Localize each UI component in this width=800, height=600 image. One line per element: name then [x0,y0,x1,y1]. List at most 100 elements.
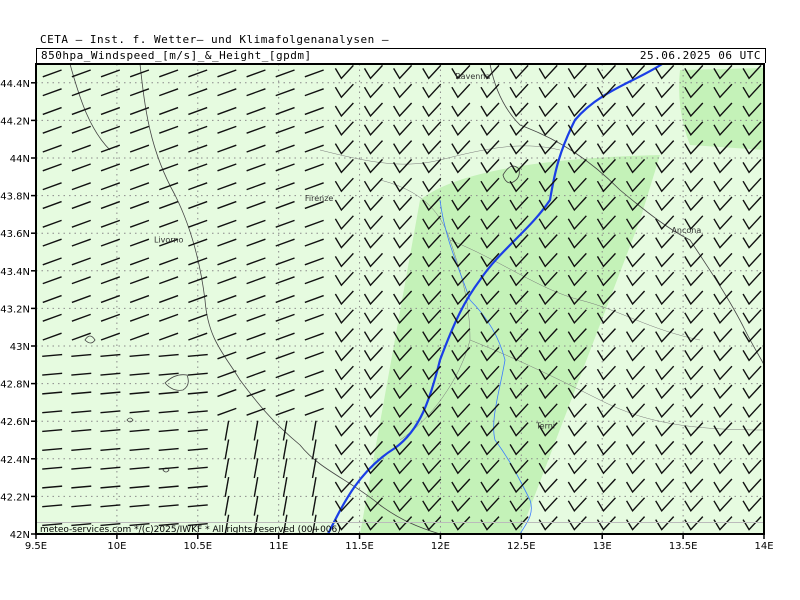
wind-barb [509,215,529,230]
wind-barb [422,290,442,306]
wind-barb [684,365,704,381]
wind-barb [304,257,324,266]
wind-barb [567,478,587,494]
wind-barb [188,294,208,304]
wind-barb [158,410,179,414]
wind-barb [538,365,558,381]
wind-barb [538,177,558,193]
wind-barb [253,495,259,516]
wind-barb [684,497,704,512]
wind-barb [217,182,237,191]
wind-barb [393,290,413,306]
wind-barb [187,372,208,376]
wind-barb [129,353,150,357]
wind-barb [538,252,558,268]
wind-barb [451,309,471,324]
wind-barb [480,328,500,343]
wind-barb [538,497,558,512]
wind-barb [187,410,208,414]
wind-barb [567,384,587,400]
wind-barb [217,163,237,172]
wind-barb [655,64,675,80]
wind-barb [363,158,384,174]
wind-barb [422,309,442,324]
wind-barb [42,294,62,304]
wind-barb [625,215,646,230]
wind-barb [625,121,646,136]
wind-barb [334,422,354,437]
wind-barb [655,346,675,362]
wind-barb [42,144,62,153]
wind-barb [509,497,529,512]
wind-barb [596,478,616,494]
wind-barb [713,384,733,400]
wind-barb [684,196,704,212]
wind-barb [596,497,616,512]
wind-barb [480,403,500,418]
wind-barb [129,447,150,451]
wind-barb [246,163,266,172]
wind-barb [596,196,616,212]
wind-barb [217,370,237,379]
wind-barb [655,403,675,418]
wind-barb [334,497,354,512]
wind-barb [311,420,317,441]
wind-barb [304,182,324,191]
wind-barb [451,215,471,230]
y-tick-label: 43.4N [0,267,30,278]
wind-barb [311,495,317,516]
wind-barb [100,504,121,508]
wind-barb [509,196,529,212]
wind-barb [625,140,646,155]
wind-barb [334,158,354,174]
wind-barb [655,328,675,343]
wind-barb [625,365,646,381]
wind-barb [246,219,266,228]
wind-barb [188,163,208,172]
wind-barb [684,290,704,306]
wind-barb [480,440,500,456]
wind-barb [742,346,762,362]
wind-barb [742,252,762,268]
wind-barb [100,485,121,489]
wind-barb [129,313,150,322]
wind-barb [713,234,733,249]
wind-barb [625,384,646,400]
wind-barb [742,403,762,418]
wind-barb [567,64,587,80]
wind-barb [334,271,354,287]
wind-barb [713,440,733,456]
wind-barb [509,422,529,437]
wind-barb [596,328,616,343]
wind-barb [71,372,92,376]
wind-barb [713,290,733,306]
wind-barb [509,121,529,136]
wind-barb [334,234,354,249]
wind-barb [129,69,150,78]
wind-barb [713,140,733,155]
wind-barb [713,309,733,324]
wind-barb [363,271,384,287]
wind-barb [655,459,675,475]
wind-barb [451,403,471,418]
wind-barb [334,121,354,136]
y-tick-label: 43.8N [0,192,30,203]
wind-barb [363,196,384,212]
wind-barb [311,477,317,497]
wind-barb [509,346,529,362]
wind-barb [217,125,237,134]
wind-barb [480,290,500,306]
wind-barb [509,234,529,249]
wind-barb [625,64,646,80]
wind-barb [159,125,179,134]
wind-barb [363,234,384,249]
longitude-ticks: 9.5E 10E 10.5E 11E 11.5E 12E 12.5E 13E 13.5E 14E [25,534,774,552]
wind-barb [538,422,558,437]
latitude-ticks: 44.4N 44.2N 44N 43.8N 43.6N 43.4N 43.2N 43N 42.8… [0,79,36,541]
wind-barb [509,271,529,287]
wind-barb [363,177,384,193]
wind-barb [713,478,733,494]
wind-barb [742,215,762,230]
wind-barb [246,88,266,97]
wind-barb [217,219,237,228]
